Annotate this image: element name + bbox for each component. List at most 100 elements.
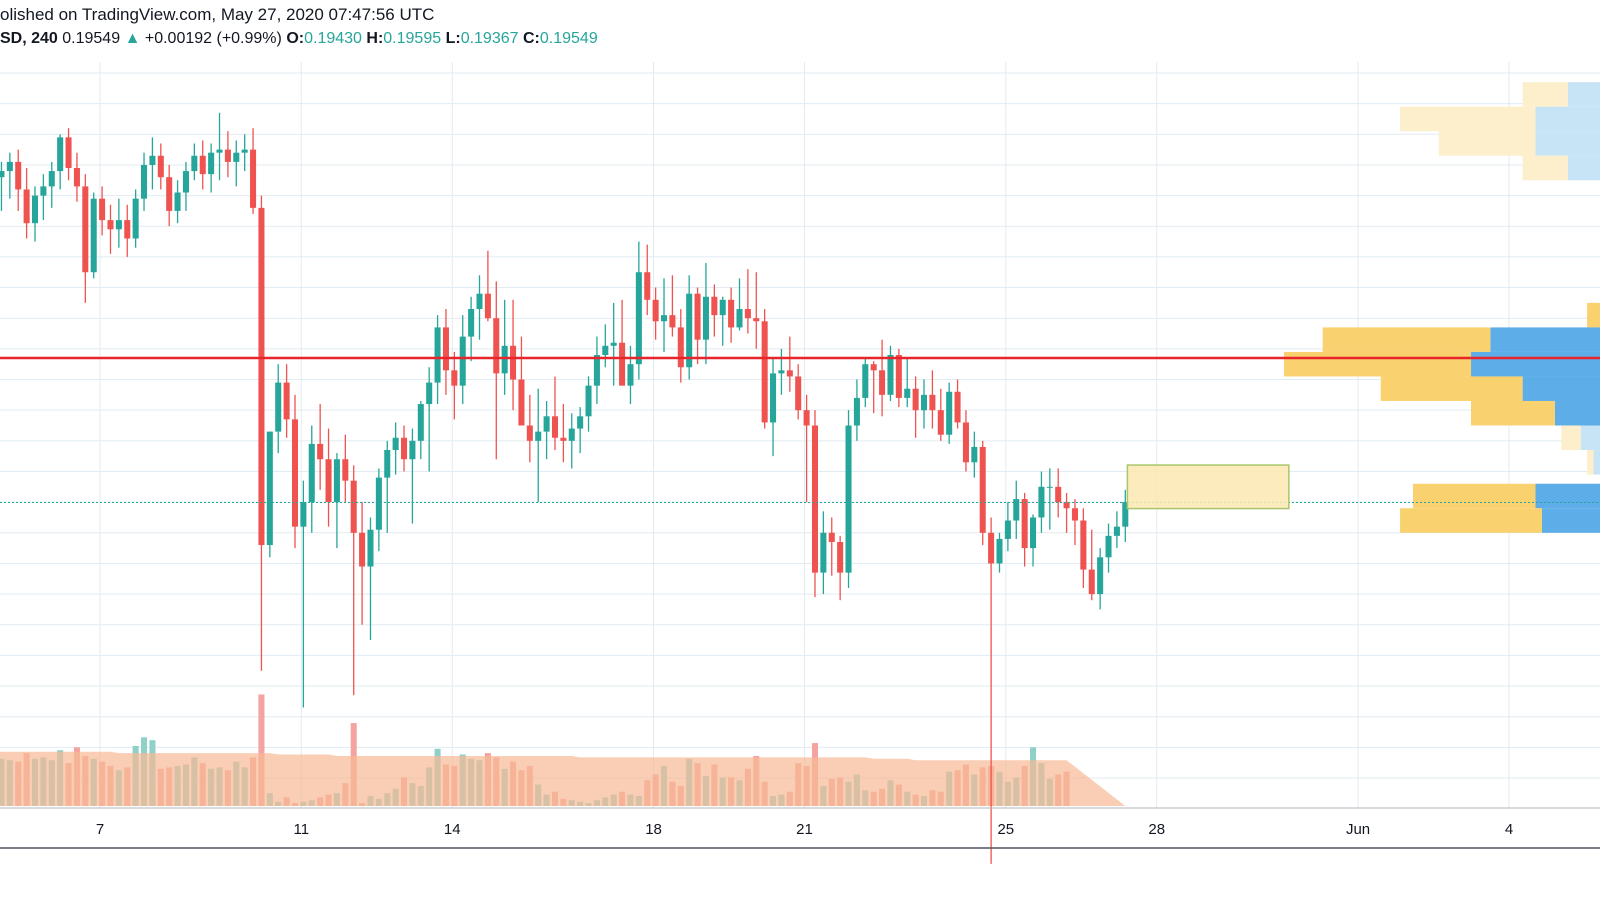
grid — [0, 62, 1600, 808]
candle-body — [417, 404, 424, 441]
time-tick-label: Jun — [1346, 821, 1370, 838]
time-tick-label: 28 — [1148, 821, 1165, 838]
candle-body — [954, 391, 961, 423]
profile-down-bar — [1471, 400, 1555, 426]
candle-body — [677, 327, 684, 368]
profile-up-bar — [1522, 376, 1600, 401]
candle-body — [317, 443, 324, 460]
candle-body — [342, 459, 349, 481]
time-tick-label: 18 — [645, 821, 662, 838]
candle-body — [266, 431, 273, 546]
candle-body — [48, 171, 55, 187]
candle-body — [174, 192, 181, 211]
time-tick-label: 11 — [293, 821, 309, 838]
profile-down-bar — [1322, 327, 1491, 352]
published-caption: olished on TradingView.com, May 27, 2020… — [0, 5, 434, 25]
profile-up-bar — [1593, 450, 1600, 475]
change-arrow-icon: ▲ — [124, 30, 141, 47]
price-change: +0.00192 (+0.99%) — [144, 30, 282, 47]
candle-body — [543, 416, 550, 432]
candles — [0, 112, 1129, 864]
volume-bar — [258, 694, 265, 806]
candle-body — [627, 364, 634, 386]
high-value: 0.19595 — [383, 30, 442, 47]
candle-body — [250, 149, 257, 208]
low-label: L: — [445, 30, 461, 47]
candle-body — [719, 299, 726, 316]
profile-down-bar — [1522, 82, 1568, 107]
candle-body — [1063, 502, 1070, 509]
target-zone-box[interactable] — [1126, 464, 1290, 510]
candle-body — [560, 437, 567, 441]
candle-body — [837, 541, 844, 573]
candle-body — [929, 394, 936, 411]
published-text: olished on TradingView.com, May 27, 2020… — [0, 5, 435, 24]
close-label: C: — [522, 30, 540, 47]
high-label: H: — [366, 30, 384, 47]
candle-body — [333, 459, 340, 503]
candle-body — [711, 296, 718, 316]
candle-body — [208, 152, 215, 175]
low-value: 0.19367 — [460, 30, 519, 47]
candle-body — [602, 345, 609, 355]
candle-body — [40, 186, 47, 196]
candle-body — [887, 354, 894, 395]
candle-body — [996, 538, 1003, 564]
candle-body — [224, 149, 231, 162]
candle-body — [661, 315, 668, 322]
last-price: 0.19549 — [62, 30, 121, 47]
candle-body — [115, 220, 122, 230]
candle-body — [199, 155, 206, 175]
candle-body — [535, 431, 542, 441]
candle-body — [820, 532, 827, 573]
candle-body — [241, 149, 248, 153]
candle-body — [870, 364, 877, 371]
candle-body — [526, 425, 533, 441]
candle-body — [434, 327, 441, 383]
candle-body — [568, 428, 575, 441]
profile-up-bar — [1490, 327, 1600, 352]
profile-down-bar — [1380, 376, 1523, 401]
candle-body — [375, 477, 382, 530]
candle-body — [803, 410, 810, 426]
candle-body — [359, 532, 366, 567]
legend-ohlc: SD, 240 0.19549 ▲ +0.00192 (+0.99%) O:0.… — [0, 30, 598, 48]
candle-body — [635, 272, 642, 365]
candle-body — [1097, 557, 1104, 595]
candle-body — [988, 532, 995, 564]
candle-body — [258, 207, 265, 546]
candle-body — [124, 220, 131, 239]
candle-body — [468, 309, 475, 337]
candle-body — [191, 155, 198, 172]
profile-up-bar — [1580, 425, 1600, 451]
candle-body — [845, 425, 852, 573]
candle-body — [862, 364, 869, 398]
candle-body — [770, 373, 777, 423]
time-axis-labels: 7 11 14 18 21 25 28 Jun 4 — [96, 821, 1513, 838]
candle-body — [1021, 499, 1028, 549]
candle-body — [510, 345, 517, 380]
candle-body — [1080, 520, 1087, 570]
candle-body — [300, 502, 307, 527]
candle-body — [1113, 526, 1120, 536]
profile-up-bar — [1535, 131, 1600, 156]
candle-body — [23, 189, 30, 224]
candle-body — [786, 370, 793, 377]
candle-body — [1030, 517, 1037, 549]
candle-body — [57, 137, 64, 172]
candle-body — [702, 296, 709, 340]
candle-body — [937, 410, 944, 435]
candle-body — [585, 385, 592, 417]
candle-body — [518, 379, 525, 426]
candle-body — [593, 354, 600, 386]
symbol-interval[interactable]: SD, 240 — [0, 30, 58, 47]
candle-body — [1105, 535, 1112, 558]
candle-body — [551, 416, 559, 438]
candle-body — [31, 195, 39, 224]
candle-body — [669, 315, 676, 328]
candle-body — [157, 155, 164, 178]
candle-body — [753, 318, 760, 322]
candle-body — [1071, 508, 1078, 521]
candle-body — [308, 443, 315, 503]
